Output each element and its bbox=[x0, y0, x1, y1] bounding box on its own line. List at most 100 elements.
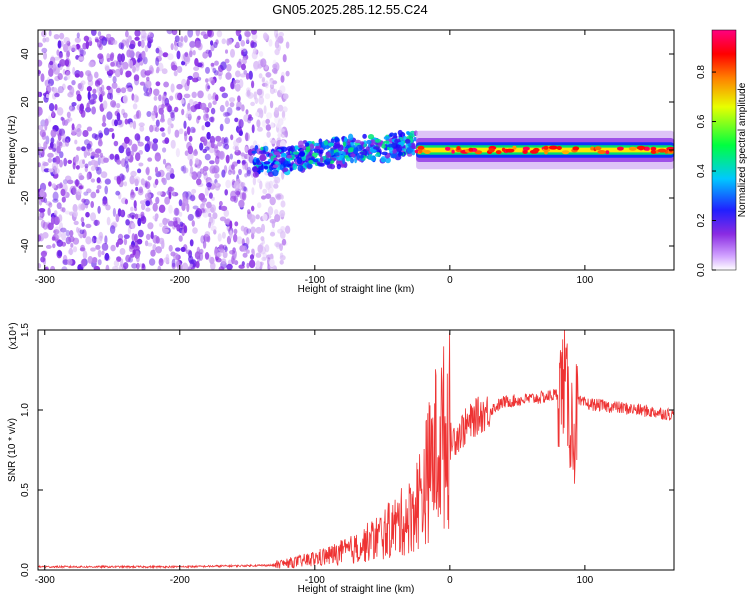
noise-speckle bbox=[48, 181, 52, 187]
noise-speckle bbox=[170, 251, 176, 257]
noise-speckle bbox=[265, 193, 272, 199]
signal-peak bbox=[645, 146, 650, 151]
noise-speckle bbox=[75, 179, 79, 187]
noise-speckle bbox=[95, 166, 100, 171]
noise-speckle bbox=[127, 226, 131, 235]
spectrogram-marks bbox=[38, 30, 674, 270]
noise-speckle bbox=[261, 223, 265, 233]
signal-peak bbox=[650, 146, 657, 151]
transition-blob bbox=[389, 137, 393, 144]
noise-speckle bbox=[62, 259, 69, 266]
noise-speckle bbox=[103, 127, 110, 136]
noise-speckle bbox=[136, 238, 143, 245]
noise-speckle bbox=[154, 126, 160, 133]
transition-blob bbox=[286, 151, 291, 155]
noise-speckle bbox=[48, 78, 54, 87]
noise-speckle bbox=[216, 252, 222, 257]
noise-speckle bbox=[206, 201, 212, 209]
noise-speckle bbox=[182, 197, 189, 206]
noise-speckle bbox=[45, 266, 49, 270]
noise-speckle bbox=[162, 147, 167, 153]
noise-speckle bbox=[63, 76, 68, 81]
noise-speckle bbox=[101, 122, 107, 127]
noise-speckle bbox=[172, 190, 176, 197]
noise-speckle bbox=[52, 62, 58, 69]
transition-blob bbox=[334, 143, 341, 149]
noise-speckle bbox=[263, 105, 267, 115]
noise-speckle bbox=[127, 87, 133, 92]
noise-speckle bbox=[220, 205, 228, 212]
noise-speckle bbox=[47, 207, 51, 216]
noise-speckle bbox=[150, 113, 156, 120]
noise-speckle bbox=[129, 175, 135, 185]
noise-speckle bbox=[267, 206, 274, 216]
noise-speckle bbox=[192, 50, 196, 56]
noise-speckle bbox=[262, 252, 268, 261]
transition-blob bbox=[280, 152, 287, 159]
noise-speckle bbox=[92, 88, 97, 95]
noise-speckle bbox=[167, 53, 174, 61]
noise-speckle bbox=[178, 199, 183, 207]
noise-speckle bbox=[113, 140, 119, 147]
noise-speckle bbox=[175, 247, 181, 252]
noise-speckle bbox=[102, 114, 106, 124]
noise-speckle bbox=[40, 219, 46, 229]
noise-speckle bbox=[60, 227, 67, 233]
noise-speckle bbox=[244, 173, 248, 178]
transition-blob bbox=[344, 136, 348, 143]
noise-speckle bbox=[235, 70, 241, 78]
noise-speckle bbox=[281, 116, 287, 121]
noise-speckle bbox=[106, 216, 111, 226]
noise-speckle bbox=[164, 196, 171, 205]
noise-speckle bbox=[134, 233, 138, 243]
noise-speckle bbox=[146, 242, 153, 247]
noise-speckle bbox=[147, 157, 153, 162]
noise-speckle bbox=[80, 258, 87, 268]
noise-speckle bbox=[42, 162, 49, 167]
signal-peak bbox=[417, 145, 425, 150]
noise-speckle bbox=[245, 109, 249, 115]
noise-speckle bbox=[214, 145, 219, 154]
noise-speckle bbox=[197, 90, 204, 99]
noise-speckle bbox=[258, 88, 264, 98]
noise-speckle bbox=[124, 118, 129, 125]
noise-speckle bbox=[69, 230, 74, 237]
noise-speckle bbox=[117, 233, 124, 241]
noise-speckle bbox=[81, 146, 86, 152]
noise-speckle bbox=[192, 71, 200, 79]
noise-speckle bbox=[240, 152, 245, 157]
transition-blob bbox=[383, 136, 390, 140]
noise-speckle bbox=[168, 191, 172, 200]
snr-y-tick-label: 1.0 bbox=[20, 403, 31, 417]
noise-speckle bbox=[238, 264, 245, 269]
noise-speckle bbox=[56, 145, 61, 154]
snr-y-ticks: 0.0 0.5 1.0 1.5 bbox=[20, 323, 674, 577]
noise-speckle bbox=[75, 154, 79, 162]
noise-speckle bbox=[162, 228, 170, 233]
noise-speckle bbox=[235, 30, 241, 37]
noise-speckle bbox=[142, 33, 148, 38]
noise-speckle bbox=[110, 100, 117, 108]
noise-speckle bbox=[52, 147, 56, 152]
noise-speckle bbox=[38, 208, 46, 213]
transition-blob bbox=[274, 161, 280, 165]
noise-speckle bbox=[218, 244, 225, 250]
noise-speckle bbox=[50, 216, 55, 226]
noise-speckle bbox=[153, 95, 158, 101]
noise-speckle bbox=[175, 148, 180, 158]
signal-peak bbox=[544, 150, 548, 155]
noise-speckle bbox=[59, 59, 66, 67]
noise-speckle bbox=[164, 97, 170, 106]
noise-speckle bbox=[245, 249, 250, 254]
noise-speckle bbox=[171, 30, 178, 36]
noise-speckle bbox=[146, 76, 150, 82]
transition-blob bbox=[390, 142, 398, 149]
noise-speckle bbox=[73, 210, 78, 218]
noise-speckle bbox=[223, 209, 230, 217]
noise-speckle bbox=[213, 229, 217, 235]
noise-speckle bbox=[216, 70, 223, 77]
noise-speckle bbox=[281, 238, 287, 246]
noise-speckle bbox=[145, 70, 153, 75]
noise-speckle bbox=[104, 252, 110, 261]
noise-speckle bbox=[237, 95, 241, 103]
